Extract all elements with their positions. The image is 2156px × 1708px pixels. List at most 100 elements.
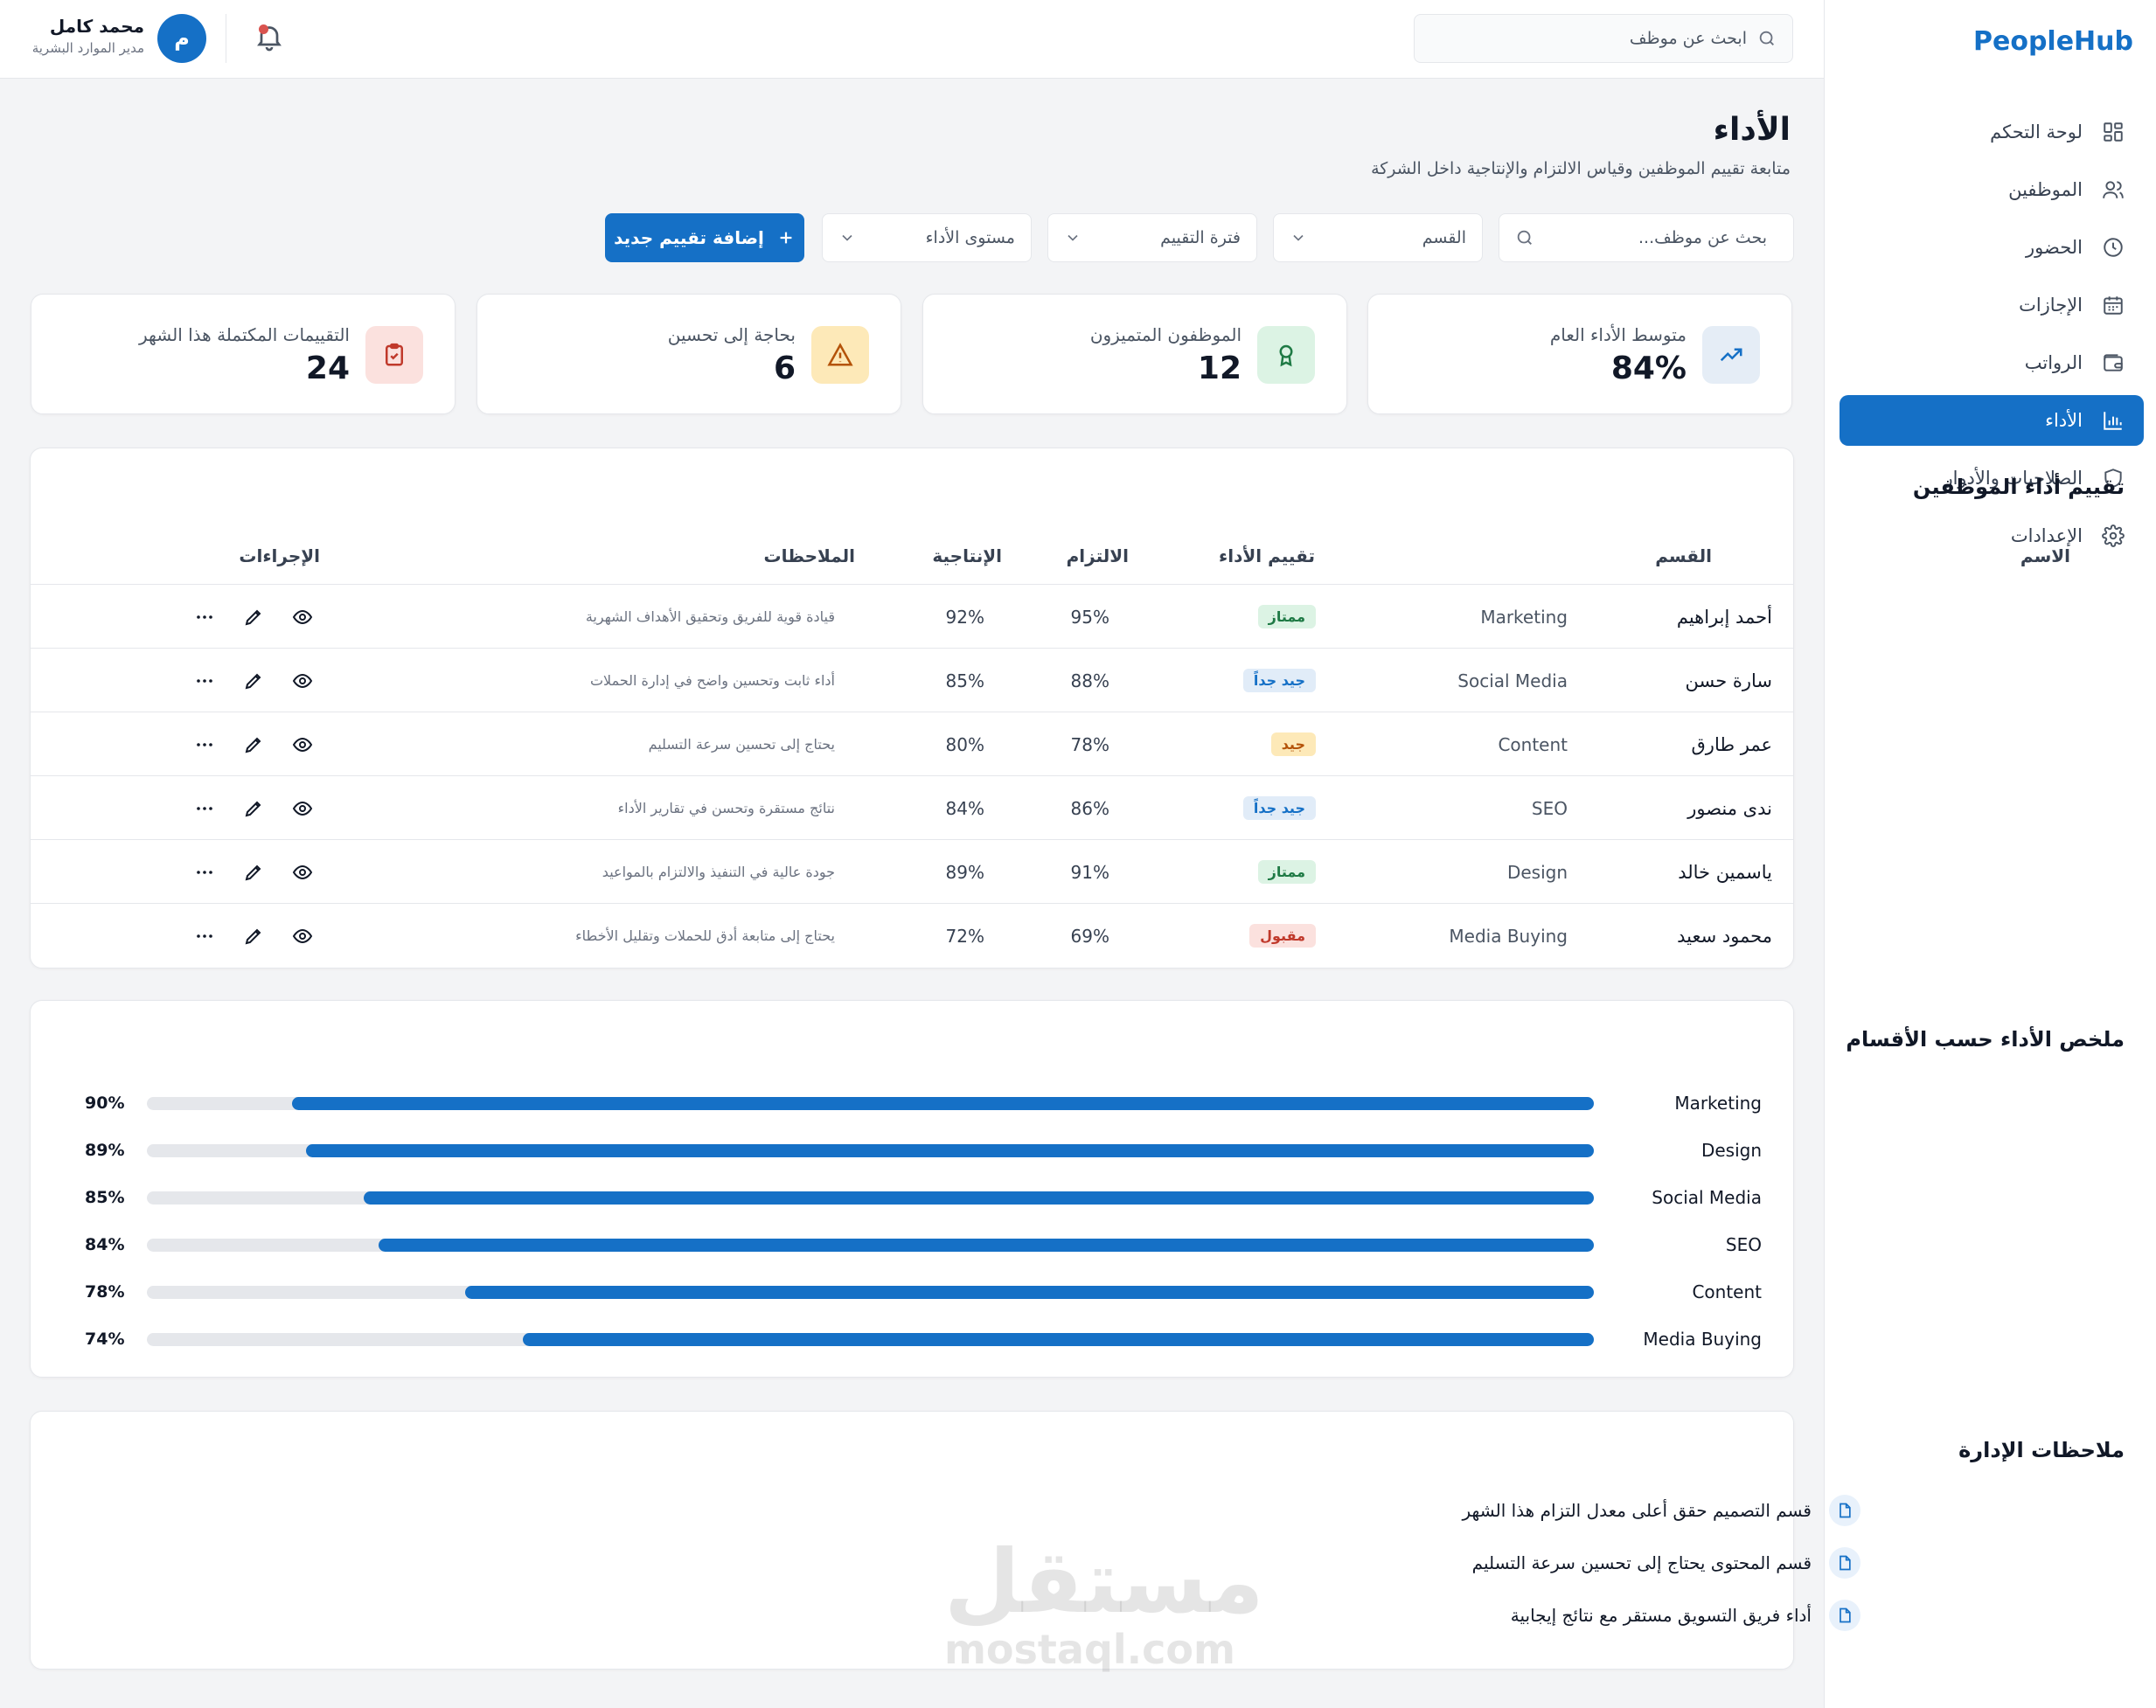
department-bar-label: Design <box>1700 1140 1762 1161</box>
view-icon[interactable] <box>290 860 315 885</box>
clipboard-check-icon <box>365 326 423 384</box>
rating-badge-cell: جيد جداً <box>1242 649 1316 712</box>
performance-table-title: تقييم أداء الموظفين <box>1912 475 2125 499</box>
add-evaluation-button-label: إضافة تقييم جديد <box>614 227 764 248</box>
more-options-icon[interactable] <box>192 796 217 821</box>
view-icon[interactable] <box>290 605 315 629</box>
table-row[interactable]: ياسمين خالد Design ممتاز 91% 89% جودة عالية ف… <box>31 839 1793 903</box>
sidebar-item-label: الإعدادات <box>2010 525 2083 546</box>
sidebar-item-payroll[interactable]: الرواتب <box>1840 337 2144 388</box>
management-note-text: أداء فريق التسويق مستقر مع نتائج إيجابية <box>1510 1605 1812 1626</box>
column-header-actions: الإجراءات <box>239 545 320 566</box>
employee-name: أحمد إبراهيم <box>1676 606 1772 628</box>
rating-badge-cell: ممتاز <box>1257 840 1316 904</box>
progress-fill <box>523 1333 1594 1346</box>
topbar: ابحث عن موظف م محمد كامل مدير الموارد ال… <box>0 0 1824 79</box>
progress-track <box>147 1333 1594 1346</box>
user-info[interactable]: محمد كامل مدير الموارد البشرية <box>17 16 144 56</box>
add-evaluation-button[interactable]: إضافة تقييم جديد <box>605 213 804 262</box>
row-actions <box>192 649 315 712</box>
status-badge: مقبول <box>1249 924 1316 948</box>
sidebar-item-label: الأداء <box>2045 410 2083 431</box>
edit-icon[interactable] <box>241 924 266 948</box>
sidebar-item-performance[interactable]: الأداء <box>1840 395 2144 446</box>
view-icon[interactable] <box>290 796 315 821</box>
table-row[interactable]: أحمد إبراهيم Marketing ممتاز 95% 92% قيادة قو… <box>31 584 1793 648</box>
more-options-icon[interactable] <box>192 860 217 885</box>
department-bar-value: 74% <box>85 1330 125 1349</box>
employee-name: عمر طارق <box>1691 733 1772 755</box>
employee-search-input[interactable]: بحث عن موظف... <box>1499 213 1794 262</box>
more-options-icon[interactable] <box>192 732 217 757</box>
view-icon[interactable] <box>290 924 315 948</box>
more-options-icon[interactable] <box>192 669 217 693</box>
department-bar-label: Social Media <box>1652 1187 1762 1208</box>
edit-icon[interactable] <box>241 732 266 757</box>
notifications-button[interactable] <box>254 21 289 56</box>
column-header-commitment: الالتزام <box>1066 545 1129 566</box>
sidebar-item-leaves[interactable]: الإجازات <box>1840 280 2144 330</box>
status-badge: ممتاز <box>1257 605 1316 628</box>
management-note-item: أداء فريق التسويق مستقر مع نتائج إيجابية <box>1511 1589 1860 1642</box>
table-row[interactable]: عمر طارق Content جيد 78% 80% يحتاج إلى تحسين … <box>31 712 1793 775</box>
global-search-input[interactable]: ابحث عن موظف <box>1414 14 1793 63</box>
productivity-value: 89% <box>945 861 984 883</box>
status-badge: جيد جداً <box>1242 669 1316 692</box>
sidebar-item-attendance[interactable]: الحضور <box>1840 222 2144 273</box>
users-icon <box>2100 177 2126 203</box>
rating-badge-cell: جيد جداً <box>1242 776 1316 840</box>
more-options-icon[interactable] <box>192 924 217 948</box>
avatar[interactable]: م <box>157 14 206 63</box>
rating-badge-cell: جيد <box>1270 712 1316 776</box>
page-subtitle: متابعة تقييم الموظفين وقياس الالتزام وال… <box>1371 159 1791 178</box>
department-bar-row: Social Media 85% <box>31 1180 1793 1215</box>
sidebar-item-employees[interactable]: الموظفين <box>1840 164 2144 215</box>
sidebar-item-label: الإجازات <box>2019 295 2083 316</box>
progress-track <box>147 1239 1594 1252</box>
commitment-value: 86% <box>1070 797 1109 819</box>
edit-icon[interactable] <box>241 796 266 821</box>
view-icon[interactable] <box>290 732 315 757</box>
sidebar-item-dashboard[interactable]: لوحة التحكم <box>1840 107 2144 157</box>
sidebar-item-permissions[interactable]: الصلاحيات والأدوار <box>1840 453 2144 503</box>
table-row[interactable]: محمود سعيد Media Buying مقبول 69% 72% يحتاج إ… <box>31 903 1793 967</box>
stat-label: بحاجة إلى تحسين <box>667 324 796 345</box>
employee-note: يحتاج إلى متابعة أدق للحملات وتقليل الأخ… <box>575 927 835 944</box>
plus-icon <box>776 228 796 247</box>
employee-name: سارة حسن <box>1685 670 1772 691</box>
commitment-value: 69% <box>1070 925 1109 947</box>
table-row[interactable]: ندى منصور SEO جيد جداً 86% 84% نتائج مستقرة و… <box>31 775 1793 839</box>
department-bar-value: 90% <box>85 1094 125 1113</box>
document-icon <box>1829 1547 1860 1579</box>
performance-level-select[interactable]: مستوى الأداء <box>822 213 1032 262</box>
more-options-icon[interactable] <box>192 605 217 629</box>
rating-badge-cell: مقبول <box>1249 904 1316 968</box>
column-header-name: الاسم <box>2020 545 2070 566</box>
edit-icon[interactable] <box>241 669 266 693</box>
edit-icon[interactable] <box>241 605 266 629</box>
department-bar-row: Content 78% <box>31 1274 1793 1309</box>
department-select[interactable]: القسم <box>1273 213 1483 262</box>
stat-card-completed: التقييمات المكتملة هذا الشهر 24 <box>31 294 456 414</box>
productivity-value: 85% <box>945 670 984 691</box>
progress-fill <box>306 1144 1594 1157</box>
clock-icon <box>2100 234 2126 260</box>
row-actions <box>192 712 315 776</box>
view-icon[interactable] <box>290 669 315 693</box>
period-select[interactable]: فترة التقييم <box>1047 213 1257 262</box>
progress-track <box>147 1144 1594 1157</box>
employee-department: Marketing <box>1480 606 1568 628</box>
trending-up-icon <box>1702 326 1760 384</box>
column-header-rating: تقييم الأداء <box>1219 545 1315 566</box>
brand-logo[interactable]: PeopleHub <box>1973 26 2133 57</box>
bell-icon <box>257 26 282 52</box>
table-row[interactable]: سارة حسن Social Media جيد جداً 88% 85% أداء ث… <box>31 648 1793 712</box>
employee-department: SEO <box>1531 797 1568 819</box>
edit-icon[interactable] <box>241 860 266 885</box>
employee-note: قيادة قوية للفريق وتحقيق الأهداف الشهرية <box>585 608 835 625</box>
column-header-notes: الملاحظات <box>763 545 855 566</box>
row-actions <box>192 840 315 904</box>
progress-track <box>147 1191 1594 1205</box>
progress-fill <box>364 1191 1594 1205</box>
sidebar-item-settings[interactable]: الإعدادات <box>1840 510 2144 561</box>
